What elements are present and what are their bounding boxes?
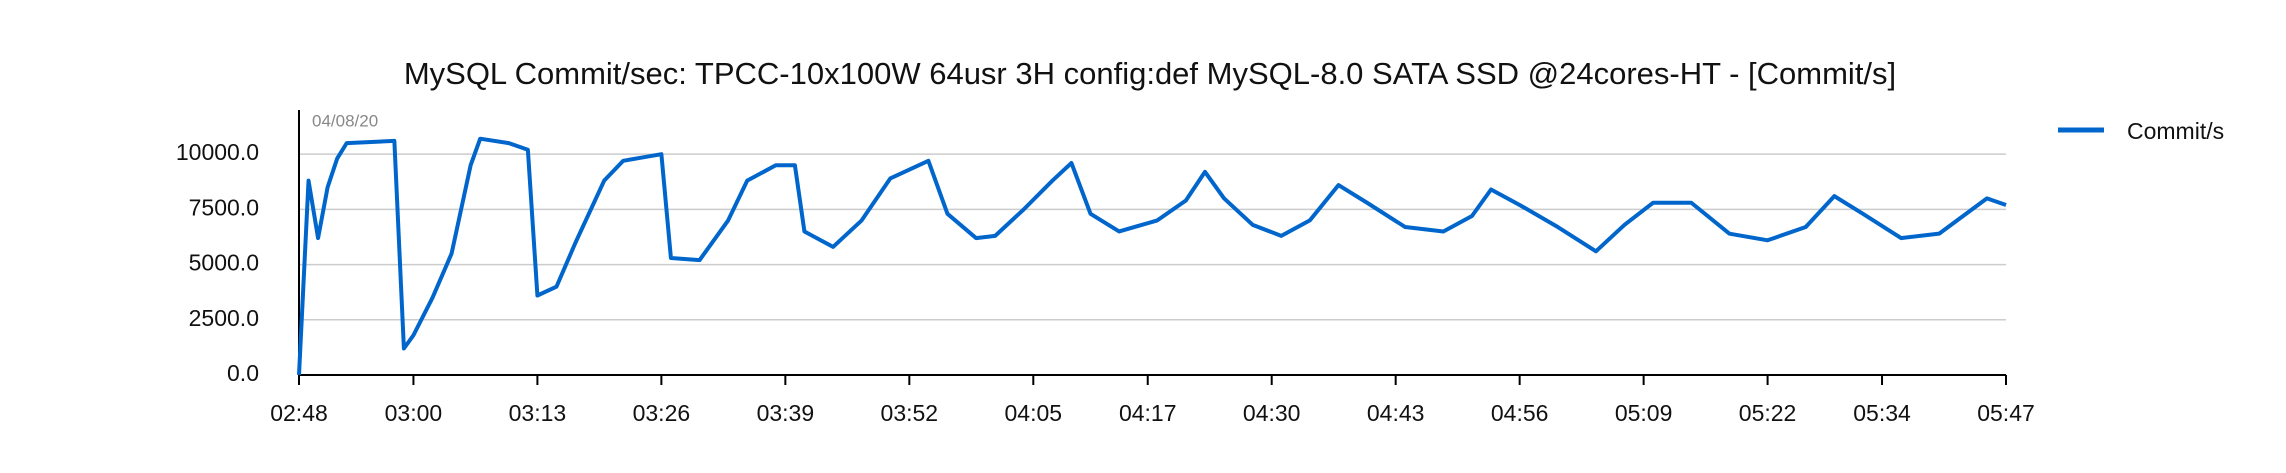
chart-title: MySQL Commit/sec: TPCC-10x100W 64usr 3H … bbox=[404, 56, 1896, 91]
x-tick-label: 03:13 bbox=[509, 400, 567, 426]
y-tick-label: 2500.0 bbox=[189, 305, 259, 331]
legend-label: Commit/s bbox=[2127, 118, 2224, 144]
x-tick-label: 05:34 bbox=[1853, 400, 1911, 426]
y-tick-label: 7500.0 bbox=[189, 194, 259, 220]
x-tick-label: 05:47 bbox=[1977, 400, 2035, 426]
x-tick-label: 05:22 bbox=[1739, 400, 1797, 426]
x-tick-label: 04:30 bbox=[1243, 400, 1301, 426]
y-tick-label: 0.0 bbox=[227, 360, 259, 386]
date-annotation: 04/08/20 bbox=[312, 111, 378, 130]
x-tick-label: 03:52 bbox=[881, 400, 939, 426]
x-tick-label: 03:39 bbox=[757, 400, 815, 426]
x-tick-label: 04:05 bbox=[1005, 400, 1063, 426]
x-tick-label: 04:17 bbox=[1119, 400, 1177, 426]
x-tick-label: 02:48 bbox=[270, 400, 328, 426]
series-line bbox=[297, 136, 2007, 376]
x-tick-label: 04:43 bbox=[1367, 400, 1425, 426]
x-tick-label: 05:09 bbox=[1615, 400, 1673, 426]
y-tick-label: 10000.0 bbox=[176, 139, 259, 165]
x-tick-label: 04:56 bbox=[1491, 400, 1549, 426]
y-tick-label: 5000.0 bbox=[189, 250, 259, 276]
x-tick-label: 03:26 bbox=[633, 400, 691, 426]
x-tick-label: 03:00 bbox=[385, 400, 443, 426]
